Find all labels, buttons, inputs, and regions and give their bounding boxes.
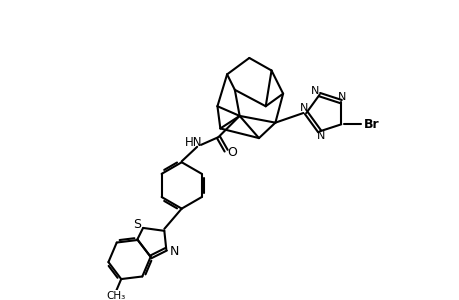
Text: N: N [310, 86, 318, 96]
Text: CH₃: CH₃ [106, 291, 125, 300]
Text: Br: Br [364, 118, 379, 131]
Text: S: S [133, 218, 141, 231]
Text: N: N [316, 131, 324, 141]
Text: N: N [169, 244, 178, 258]
Text: O: O [226, 146, 236, 159]
Text: N: N [300, 103, 308, 113]
Text: HN: HN [184, 136, 202, 149]
Text: N: N [337, 92, 346, 102]
